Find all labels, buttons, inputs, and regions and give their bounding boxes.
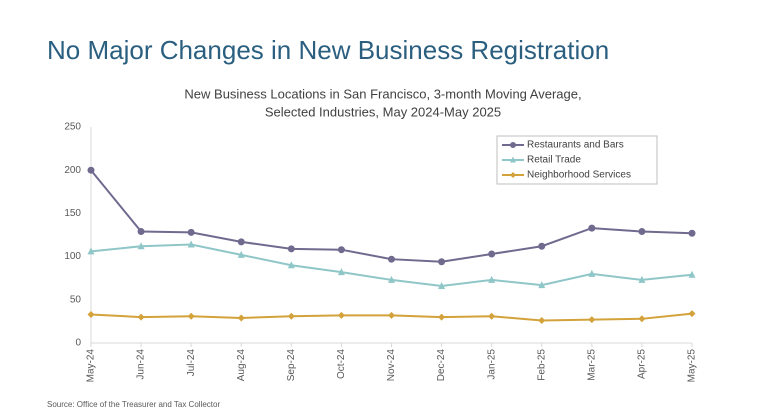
point (337, 311, 345, 319)
x-tick-label: Aug-24 (236, 349, 247, 382)
point (638, 275, 646, 283)
x-tick-label: Nov-24 (386, 349, 397, 382)
point (87, 247, 95, 255)
x-tick-label: Feb-25 (536, 349, 547, 381)
point (488, 250, 496, 258)
legend-label: Restaurants and Bars (527, 140, 624, 151)
point (287, 261, 295, 269)
source-note: Source: Office of the Treasurer and Tax … (47, 400, 220, 409)
x-tick-label: Mar-25 (586, 349, 597, 381)
chart-title: New Business Locations in San Francisco,… (184, 86, 581, 101)
y-tick-label: 100 (64, 251, 81, 262)
x-tick-label: May-24 (86, 349, 97, 383)
point (488, 312, 496, 320)
point (237, 250, 245, 258)
point (688, 229, 696, 237)
point (137, 242, 145, 250)
point (688, 270, 696, 278)
point (438, 281, 446, 289)
chart-title: Selected Industries, May 2024-May 2025 (265, 104, 501, 119)
point (337, 268, 345, 276)
point (137, 228, 145, 236)
x-tick-label: Jul-24 (186, 349, 197, 377)
point (438, 258, 446, 266)
point (237, 238, 245, 246)
point (588, 269, 596, 277)
x-tick-label: Apr-25 (637, 349, 648, 379)
point (388, 311, 395, 319)
point (237, 314, 245, 322)
point (287, 312, 295, 320)
point (337, 246, 345, 254)
y-tick-label: 50 (70, 294, 82, 305)
point (87, 166, 95, 174)
page-title: No Major Changes in New Business Registr… (47, 35, 609, 65)
point (488, 275, 496, 283)
y-tick-label: 250 (64, 122, 81, 133)
point (187, 228, 195, 236)
point (187, 312, 195, 320)
point (438, 313, 446, 321)
y-tick-label: 200 (64, 165, 81, 176)
legend-label: Neighborhood Services (527, 170, 631, 181)
point (510, 142, 516, 148)
x-tick-label: Jun-24 (136, 349, 147, 380)
point (588, 224, 596, 232)
point (538, 242, 546, 250)
point (510, 156, 516, 163)
point (638, 228, 646, 236)
legend-label: Retail Trade (527, 155, 581, 166)
point (538, 317, 546, 325)
y-tick-label: 150 (64, 208, 81, 219)
x-tick-label: Jan-25 (486, 349, 497, 380)
x-tick-label: Oct-24 (336, 349, 347, 379)
point (588, 316, 596, 324)
point (388, 255, 395, 263)
point (137, 313, 145, 321)
x-tick-label: Dec-24 (436, 349, 447, 382)
point (538, 281, 546, 289)
point (388, 275, 395, 283)
point (87, 310, 95, 318)
point (688, 310, 696, 318)
point (287, 245, 295, 253)
x-tick-label: Sep-24 (286, 349, 297, 382)
point (510, 172, 516, 178)
y-tick-label: 0 (75, 338, 81, 349)
point (187, 240, 195, 248)
x-tick-label: May-25 (687, 349, 698, 383)
point (638, 315, 646, 323)
